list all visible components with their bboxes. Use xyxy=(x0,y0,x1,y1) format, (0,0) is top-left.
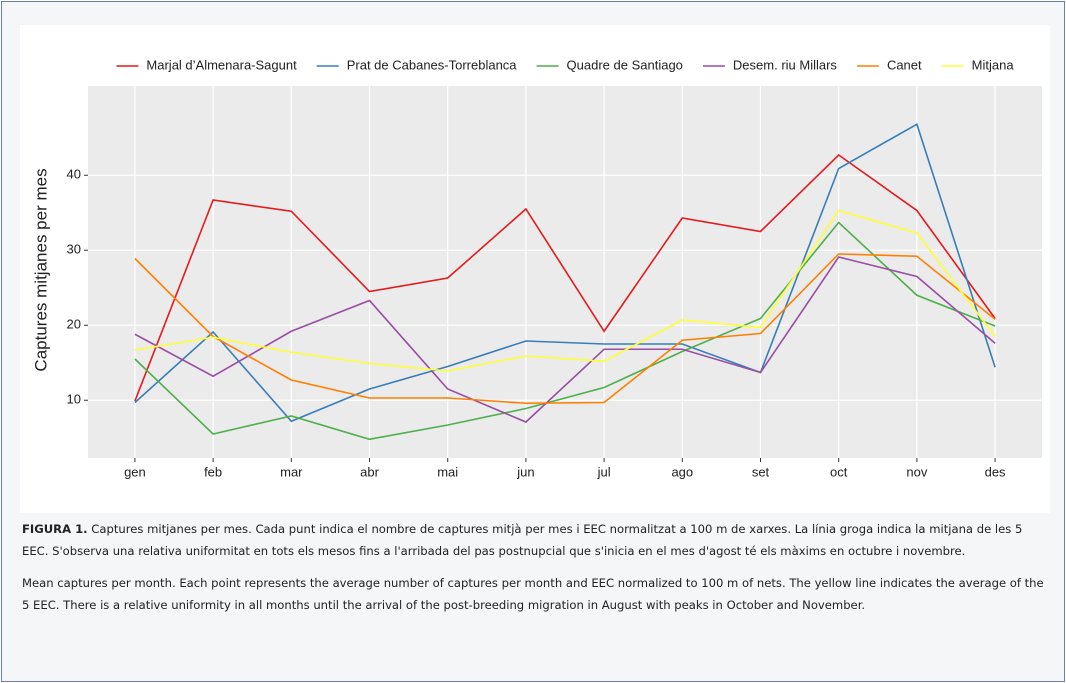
series-line xyxy=(134,209,996,372)
legend-label: Canet xyxy=(887,57,922,72)
series-line xyxy=(134,256,996,423)
x-tick-label: gen xyxy=(124,464,146,479)
series-line xyxy=(134,153,996,402)
y-tick-label: 10 xyxy=(67,392,81,407)
chart: Captures mitjanes per mes 10 20 30 40 gen feb… xyxy=(31,57,1042,480)
x-tick-label: jun xyxy=(516,464,534,479)
caption-label: FIGURA 1. xyxy=(22,522,88,536)
x-tick-label: jul xyxy=(597,464,611,479)
x-tick-label: mai xyxy=(437,464,458,479)
y-tick-label: 40 xyxy=(67,167,81,182)
caption-text: Captures mitjanes per mes. Cada punt ind… xyxy=(22,522,1023,558)
x-tick-label: set xyxy=(752,464,770,479)
x-tick-label: mar xyxy=(280,464,303,479)
y-axis-title: Captures mitjanes per mes xyxy=(31,168,50,371)
legend-label: Marjal d’Almenara-Sagunt xyxy=(146,57,297,72)
series-line xyxy=(134,123,996,423)
series-line xyxy=(134,221,996,441)
caption-ca: FIGURA 1. Captures mitjanes per mes. Cad… xyxy=(22,518,1048,562)
x-tick-label: oct xyxy=(830,464,848,479)
series-line xyxy=(134,253,996,405)
x-tick-label: nov xyxy=(906,464,927,479)
y-tick-label: 20 xyxy=(67,317,81,332)
legend-label: Mitjana xyxy=(972,57,1015,72)
panel xyxy=(88,86,1042,458)
x-tick-label: ago xyxy=(671,464,693,479)
legend-label: Prat de Cabanes-Torreblanca xyxy=(347,57,518,72)
legend-label: Quadre de Santiago xyxy=(567,57,683,72)
x-tick-label: des xyxy=(985,464,1006,479)
caption-en: Mean captures per month. Each point repr… xyxy=(22,576,1044,612)
legend-label: Desem. riu Millars xyxy=(733,57,838,72)
y-tick-label: 30 xyxy=(67,242,81,257)
x-tick-label: abr xyxy=(360,464,379,479)
x-tick-label: feb xyxy=(204,464,222,479)
caption: FIGURA 1. Captures mitjanes per mes. Cad… xyxy=(22,518,1048,626)
